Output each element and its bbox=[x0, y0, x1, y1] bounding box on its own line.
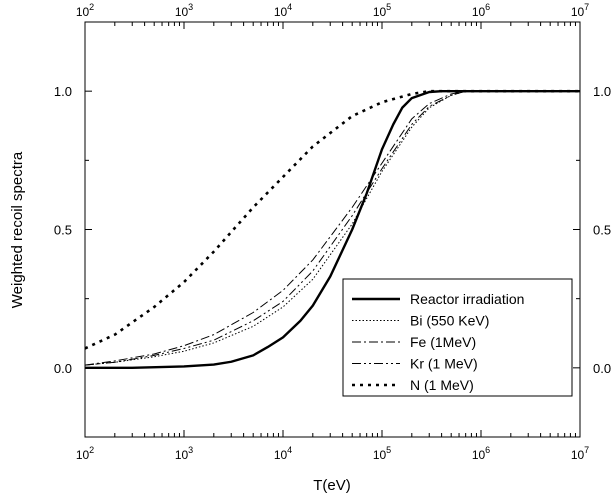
legend-label: N (1 MeV) bbox=[410, 377, 474, 393]
y-tick-label: 0.5 bbox=[54, 223, 72, 238]
tick-base: 10 bbox=[274, 448, 288, 462]
x-tick-label-top: 106 bbox=[472, 2, 490, 19]
x-tick-label-top: 104 bbox=[274, 2, 292, 19]
x-tick-label-top: 107 bbox=[571, 2, 589, 19]
tick-base: 10 bbox=[571, 5, 585, 19]
tick-exponent: 2 bbox=[89, 445, 94, 455]
tick-base: 10 bbox=[373, 5, 387, 19]
tick-base: 10 bbox=[175, 448, 189, 462]
x-tick-label-top: 102 bbox=[76, 2, 94, 19]
tick-exponent: 4 bbox=[287, 2, 292, 12]
tick-base: 10 bbox=[76, 5, 90, 19]
x-tick-label: 103 bbox=[175, 445, 193, 462]
series-lines bbox=[84, 89, 580, 370]
tick-exponent: 7 bbox=[584, 2, 589, 12]
series-line-2 bbox=[84, 90, 580, 366]
y-tick-label-right: 0.5 bbox=[593, 223, 611, 238]
legend-label: Fe (1MeV) bbox=[410, 334, 476, 350]
tick-base: 10 bbox=[472, 448, 486, 462]
x-axis-title: T(eV) bbox=[313, 477, 351, 494]
tick-exponent: 2 bbox=[89, 2, 94, 12]
series-line-3 bbox=[84, 90, 580, 366]
series-line-1 bbox=[85, 89, 580, 370]
y-tick-label: 0.0 bbox=[54, 361, 72, 376]
tick-base: 10 bbox=[472, 5, 486, 19]
series-line-5 bbox=[84, 89, 580, 350]
tick-base: 10 bbox=[274, 5, 288, 19]
legend-label: Kr (1 MeV) bbox=[410, 356, 478, 372]
tick-base: 10 bbox=[373, 448, 387, 462]
tick-exponent: 3 bbox=[188, 445, 193, 455]
tick-exponent: 3 bbox=[188, 2, 193, 12]
legend: Reactor irradiation Bi (550 KeV) Fe (1MeV)… bbox=[342, 278, 573, 397]
tick-exponent: 4 bbox=[287, 445, 292, 455]
x-tick-label: 102 bbox=[76, 445, 94, 462]
x-tick-label: 105 bbox=[373, 445, 391, 462]
tick-exponent: 5 bbox=[386, 2, 391, 12]
tick-exponent: 6 bbox=[485, 445, 490, 455]
tick-exponent: 6 bbox=[485, 2, 490, 12]
x-tick-label: 107 bbox=[571, 445, 589, 462]
tick-exponent: 7 bbox=[584, 445, 589, 455]
tick-exponent: 5 bbox=[386, 445, 391, 455]
y-axis-title: Weighted recoil spectra bbox=[9, 151, 26, 308]
y-tick-label-right: 1.0 bbox=[593, 84, 611, 99]
x-tick-label-top: 103 bbox=[175, 2, 193, 19]
x-tick-label-top: 105 bbox=[373, 2, 391, 19]
tick-base: 10 bbox=[571, 448, 585, 462]
axis-ticks bbox=[84, 21, 581, 438]
x-tick-label: 106 bbox=[472, 445, 490, 462]
legend-label: Reactor irradiation bbox=[410, 291, 524, 307]
x-tick-label: 104 bbox=[274, 445, 292, 462]
y-tick-label: 1.0 bbox=[54, 84, 72, 99]
tick-base: 10 bbox=[76, 448, 90, 462]
legend-label: Bi (550 KeV) bbox=[410, 313, 489, 329]
tick-base: 10 bbox=[175, 5, 189, 19]
y-tick-label-right: 0.0 bbox=[593, 361, 611, 376]
